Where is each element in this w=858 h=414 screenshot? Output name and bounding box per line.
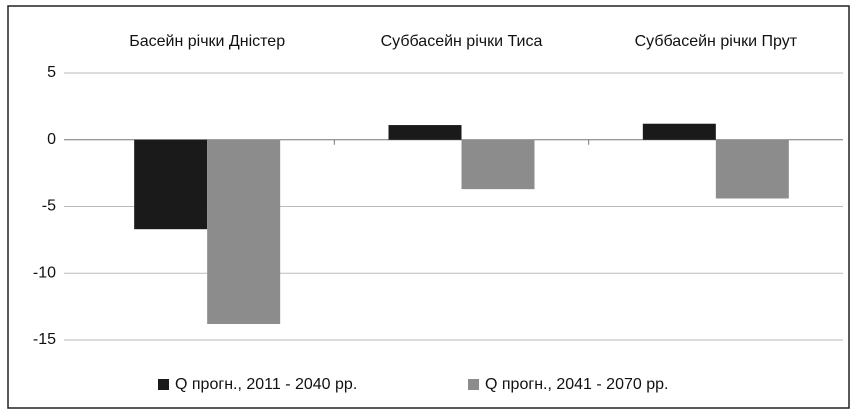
y-tick-label: 5: [47, 64, 56, 81]
bar: [642, 123, 716, 140]
category-label: Суббасейн річки Прут: [635, 33, 798, 50]
y-tick-label: 0: [47, 131, 56, 148]
bar: [715, 139, 789, 199]
legend-label: Q прогн., 2011 - 2040 рр.: [175, 376, 357, 393]
category-label: Суббасейн річки Тиса: [381, 33, 543, 50]
bar: [207, 139, 281, 324]
legend-swatch: [468, 379, 479, 390]
y-tick-label: -15: [33, 331, 56, 348]
bar: [461, 139, 535, 190]
bar: [388, 125, 462, 140]
chart-frame: [7, 5, 850, 409]
y-tick-label: -10: [33, 264, 56, 281]
bar: [134, 139, 208, 230]
legend-swatch: [158, 379, 169, 390]
legend-label: Q прогн., 2041 - 2070 рр.: [485, 376, 668, 393]
y-tick-label: -5: [42, 198, 56, 215]
category-label: Басейн річки Дністер: [129, 33, 285, 50]
